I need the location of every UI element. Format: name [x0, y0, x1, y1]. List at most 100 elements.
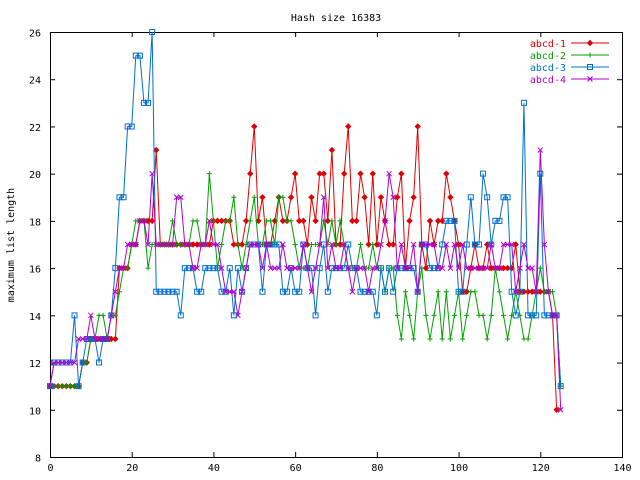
data-point-abcd-2-87 [402, 289, 408, 295]
y-tick-label: 10 [29, 406, 41, 417]
y-tick-label: 16 [29, 265, 41, 276]
data-point-abcd-4-69 [329, 241, 335, 248]
data-point-abcd-2-99 [451, 312, 457, 318]
data-point-abcd-4-95 [435, 265, 441, 271]
data-point-abcd-3-25 [149, 29, 156, 35]
data-point-abcd-3-6 [71, 312, 78, 319]
data-point-abcd-4-10 [88, 312, 94, 319]
data-point-abcd-4-2 [55, 359, 62, 366]
data-point-abcd-4-80 [374, 265, 380, 271]
data-point-abcd-4-86 [398, 241, 405, 248]
data-point-abcd-1-77 [361, 194, 368, 201]
series-line-abcd-2 [50, 173, 562, 387]
legend-marker-abcd-3 [587, 64, 593, 70]
data-point-abcd-4-60 [292, 265, 298, 271]
data-point-abcd-2-93 [427, 336, 433, 342]
data-point-abcd-4-3 [59, 359, 66, 366]
data-point-abcd-4-1 [51, 359, 57, 366]
data-point-abcd-4-29 [165, 241, 172, 248]
data-point-abcd-4-61 [296, 265, 303, 271]
data-point-abcd-1-35 [189, 241, 197, 248]
data-point-abcd-3-73 [345, 241, 352, 248]
data-point-abcd-4-108 [488, 241, 495, 248]
data-point-abcd-4-7 [75, 336, 82, 342]
data-point-abcd-1-73 [345, 123, 352, 130]
y-tick-label: 22 [29, 123, 41, 134]
series-abcd-3 [47, 29, 564, 390]
data-point-abcd-1-71 [336, 241, 344, 248]
data-point-abcd-4-14 [104, 336, 111, 342]
data-point-abcd-2-92 [423, 312, 429, 318]
data-point-abcd-3-65 [312, 312, 319, 319]
data-point-abcd-4-41 [214, 241, 221, 248]
legend-label: abcd-4 [530, 75, 566, 86]
data-point-abcd-3-107 [484, 194, 491, 201]
data-point-abcd-3-119 [533, 312, 540, 319]
data-point-abcd-1-83 [385, 241, 393, 248]
data-point-abcd-2-111 [501, 312, 507, 318]
data-point-abcd-4-98 [447, 265, 454, 271]
data-point-abcd-4-37 [198, 241, 205, 248]
data-point-abcd-4-99 [451, 241, 458, 248]
data-point-abcd-1-57 [279, 217, 287, 225]
data-point-abcd-4-116 [521, 241, 527, 248]
series-abcd-4 [47, 147, 564, 413]
data-point-abcd-3-66 [316, 265, 323, 272]
data-point-abcd-2-59 [288, 218, 294, 224]
data-point-abcd-2-57 [280, 194, 286, 200]
data-point-abcd-1-67 [320, 170, 327, 177]
data-point-abcd-2-79 [370, 242, 376, 247]
data-point-abcd-4-92 [423, 241, 429, 248]
data-point-abcd-1-69 [328, 146, 336, 154]
data-point-abcd-1-66 [316, 170, 323, 177]
data-point-abcd-3-5 [67, 359, 74, 366]
data-point-abcd-2-78 [366, 265, 372, 271]
data-point-abcd-4-18 [120, 265, 127, 271]
data-point-abcd-1-88 [406, 217, 413, 225]
data-point-abcd-4-66 [316, 241, 323, 248]
data-point-abcd-1-25 [148, 217, 156, 225]
data-point-abcd-3-64 [308, 265, 315, 272]
data-point-abcd-4-4 [63, 359, 70, 366]
data-point-abcd-4-111 [500, 241, 507, 248]
data-point-abcd-2-95 [435, 289, 441, 295]
data-point-abcd-1-75 [353, 217, 360, 225]
data-point-abcd-4-110 [496, 265, 503, 271]
data-point-abcd-4-64 [308, 288, 315, 295]
data-point-abcd-4-33 [181, 241, 188, 248]
data-point-abcd-2-123 [550, 289, 556, 295]
data-point-abcd-4-45 [231, 288, 237, 295]
data-point-abcd-4-50 [251, 241, 258, 248]
data-point-abcd-3-83 [386, 265, 393, 272]
data-point-abcd-2-50 [251, 194, 257, 200]
data-point-abcd-2-98 [447, 336, 453, 342]
data-point-abcd-3-41 [214, 265, 221, 272]
data-point-abcd-1-112 [504, 264, 511, 272]
data-point-abcd-1-52 [259, 194, 266, 201]
data-point-abcd-2-49 [247, 218, 253, 224]
data-point-abcd-4-22 [137, 218, 143, 224]
data-point-abcd-2-36 [194, 218, 200, 224]
x-tick-label: 120 [532, 463, 550, 474]
data-point-abcd-1-47 [238, 241, 246, 248]
data-point-abcd-2-117 [525, 336, 531, 342]
data-point-abcd-3-112 [504, 194, 511, 201]
data-point-abcd-1-36 [193, 241, 201, 248]
data-point-abcd-4-32 [177, 194, 184, 201]
data-point-abcd-4-26 [153, 241, 160, 248]
data-point-abcd-3-92 [422, 241, 429, 248]
data-point-abcd-1-65 [312, 217, 319, 225]
data-point-abcd-3-103 [467, 194, 474, 201]
data-point-abcd-1-74 [349, 217, 356, 225]
data-point-abcd-4-54 [267, 265, 274, 271]
data-point-abcd-2-60 [292, 242, 298, 247]
data-point-abcd-3-32 [177, 312, 184, 319]
data-point-abcd-4-103 [467, 265, 474, 271]
data-point-abcd-4-91 [418, 241, 425, 248]
x-tick-label: 40 [208, 463, 220, 474]
data-point-abcd-3-113 [508, 288, 515, 295]
data-point-abcd-4-115 [517, 265, 523, 271]
data-point-abcd-3-56 [275, 241, 282, 248]
y-tick-label: 26 [29, 29, 41, 40]
